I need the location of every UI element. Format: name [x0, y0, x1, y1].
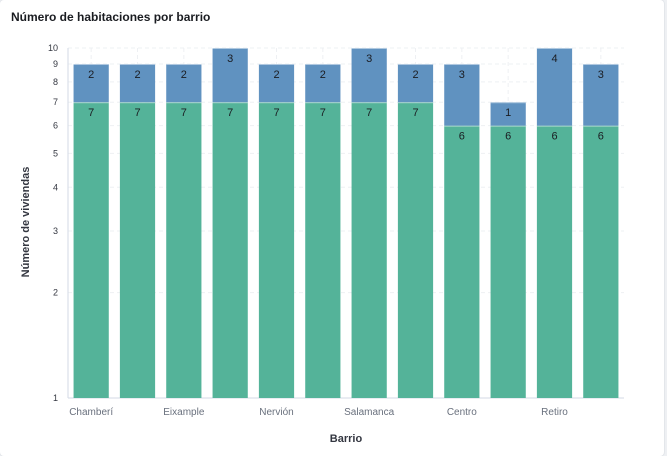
bar-segment [166, 102, 202, 398]
bar-value-label: 1 [505, 107, 511, 119]
bar-segment-edge [119, 102, 156, 104]
bar-segment-edge [583, 64, 619, 66]
bar-value-label: 7 [227, 107, 233, 119]
x-tick-label: Chamberí [69, 407, 113, 418]
bar-segment-edge [397, 102, 434, 104]
bar-segment [166, 64, 202, 103]
y-tick-label: 5 [53, 148, 58, 158]
bar-segment [536, 125, 573, 398]
y-axis-ticks: 1 2 3 4 5 6 7 8 9 10 [48, 43, 58, 403]
bar-value-label: 2 [320, 69, 326, 81]
bar-segment-edge [73, 64, 109, 66]
bar-segment [212, 102, 248, 398]
bar-segment [258, 64, 295, 103]
y-axis-label: Número de viviendas [20, 167, 32, 278]
bar-value-label: 2 [181, 69, 187, 81]
bar-segment-edge [490, 125, 526, 127]
bar-segment [583, 64, 619, 126]
bar-value-label: 2 [412, 69, 418, 81]
bar-segment-edge [583, 125, 619, 127]
bar-segment-edge [351, 102, 387, 104]
bar-value-label: 6 [598, 131, 604, 143]
bar-segment [536, 48, 573, 126]
bar-segment-edge [490, 102, 526, 104]
y-tick-label: 3 [53, 226, 58, 236]
bar-segment-edge [258, 64, 295, 66]
x-axis-label: Barrio [330, 433, 363, 445]
bar-value-label: 3 [598, 69, 604, 81]
y-tick-label: 1 [53, 393, 58, 403]
bar-value-label: 7 [134, 107, 140, 119]
bar-value-label: 6 [459, 131, 465, 143]
bar-value-label: 7 [320, 107, 326, 119]
bar-value-label: 7 [366, 107, 372, 119]
bar-segment-edge [397, 64, 434, 66]
y-tick-label: 7 [53, 97, 58, 107]
bar-segment [583, 125, 619, 398]
chart-title: Número de habitaciones por barrio [11, 10, 211, 24]
bar-value-label: 3 [366, 53, 372, 65]
bar-segment [119, 64, 156, 103]
bar-value-label: 6 [505, 131, 511, 143]
bar-segment-edge [305, 102, 341, 104]
x-tick-label: Eixample [163, 407, 205, 418]
bar-value-label: 7 [273, 107, 279, 119]
bar-segment-edge [444, 64, 480, 66]
bar-segment [397, 64, 434, 103]
bars: 7 2 7 2 7 2 7 3 7 2 7 2 7 3 7 2 6 3 6 1 6 4 6 3 [73, 48, 619, 398]
bar-segment-edge [305, 64, 341, 66]
bar-segment [490, 102, 526, 126]
y-tick-label: 10 [48, 43, 58, 53]
y-tick-label: 8 [53, 77, 58, 87]
x-tick-label: Salamanca [344, 407, 394, 418]
bar-segment-edge [536, 125, 573, 127]
x-axis-ticks: Chamberí Eixample Nervión Salamanca Centro Re… [69, 407, 568, 418]
bar-segment [258, 102, 295, 398]
bar-segment [305, 64, 341, 103]
bar-value-label: 3 [227, 53, 233, 65]
x-tick-label: Retiro [541, 407, 568, 418]
y-tick-label: 6 [53, 121, 58, 131]
bar-value-label: 2 [88, 69, 94, 81]
bar-segment [212, 48, 248, 103]
bar-segment-edge [351, 48, 387, 49]
bar-value-label: 2 [273, 69, 279, 81]
bar-segment-edge [536, 48, 573, 49]
bar-segment [351, 102, 387, 398]
bar-segment-edge [119, 64, 156, 66]
x-tick-label: Centro [447, 407, 477, 418]
bar-segment-edge [212, 102, 248, 104]
bar-value-label: 6 [551, 131, 557, 143]
bar-segment [490, 125, 526, 398]
bar-segment [351, 48, 387, 103]
bar-segment-edge [166, 102, 202, 104]
bar-segment-edge [444, 125, 480, 127]
y-tick-label: 9 [53, 59, 58, 69]
bar-segment [305, 102, 341, 398]
bar-value-label: 7 [88, 107, 94, 119]
bar-segment-edge [212, 48, 248, 49]
bar-segment [73, 102, 109, 398]
bar-segment [119, 102, 156, 398]
bar-segment [444, 64, 480, 126]
bar-segment [444, 125, 480, 398]
x-tick-label: Nervión [259, 407, 293, 418]
bar-value-label: 3 [459, 69, 465, 81]
y-tick-label: 4 [53, 182, 58, 192]
bar-segment [397, 102, 434, 398]
bar-segment [73, 64, 109, 103]
y-tick-label: 2 [53, 288, 58, 298]
bar-value-label: 7 [412, 107, 418, 119]
bar-value-label: 7 [181, 107, 187, 119]
bar-segment-edge [166, 64, 202, 66]
bar-value-label: 4 [551, 53, 557, 65]
bar-value-label: 2 [134, 69, 140, 81]
bar-segment-edge [258, 102, 295, 104]
bar-segment-edge [73, 102, 109, 104]
